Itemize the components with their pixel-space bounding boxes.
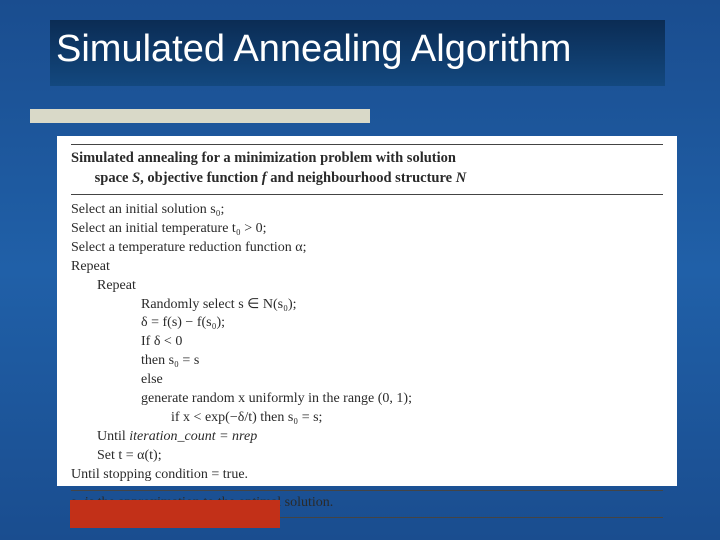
algo-line: Set t = α(t);	[71, 447, 663, 466]
algo-line: Select an initial temperature t₀ > 0;	[71, 220, 663, 239]
algo-line: Select an initial solution s₀;	[71, 201, 663, 220]
algo-line: generate random x uniformly in the range…	[71, 390, 663, 409]
algorithm-body: Select an initial solution s₀; Select an…	[71, 201, 663, 491]
slide-header: Simulated Annealing Algorithm	[0, 0, 720, 71]
algo-line: Select a temperature reduction function …	[71, 239, 663, 258]
algo-line: Repeat	[71, 258, 663, 277]
algo-line: If δ < 0	[71, 333, 663, 352]
slide-title: Simulated Annealing Algorithm	[50, 24, 720, 71]
algo-line: then s₀ = s	[71, 352, 663, 371]
algo-line: δ = f(s) − f(s₀);	[71, 314, 663, 333]
algo-line: if x < exp(−δ/t) then s₀ = s;	[71, 409, 663, 428]
title-underline-bar	[30, 109, 370, 123]
algorithm-header-line1: Simulated annealing for a minimization p…	[71, 150, 456, 166]
algorithm-content-box: Simulated annealing for a minimization p…	[57, 136, 677, 486]
algorithm-header-line2: space S, objective function f and neighb…	[95, 170, 467, 186]
algo-line: Until iteration_count = nrep	[71, 428, 663, 447]
algo-line: else	[71, 371, 663, 390]
algorithm-header: Simulated annealing for a minimization p…	[71, 144, 663, 195]
algo-line: Randomly select s ∈ N(s₀);	[71, 296, 663, 315]
algo-line: Until stopping condition = true.	[71, 466, 663, 485]
algo-line: Repeat	[71, 277, 663, 296]
bottom-accent-bar	[70, 500, 280, 528]
